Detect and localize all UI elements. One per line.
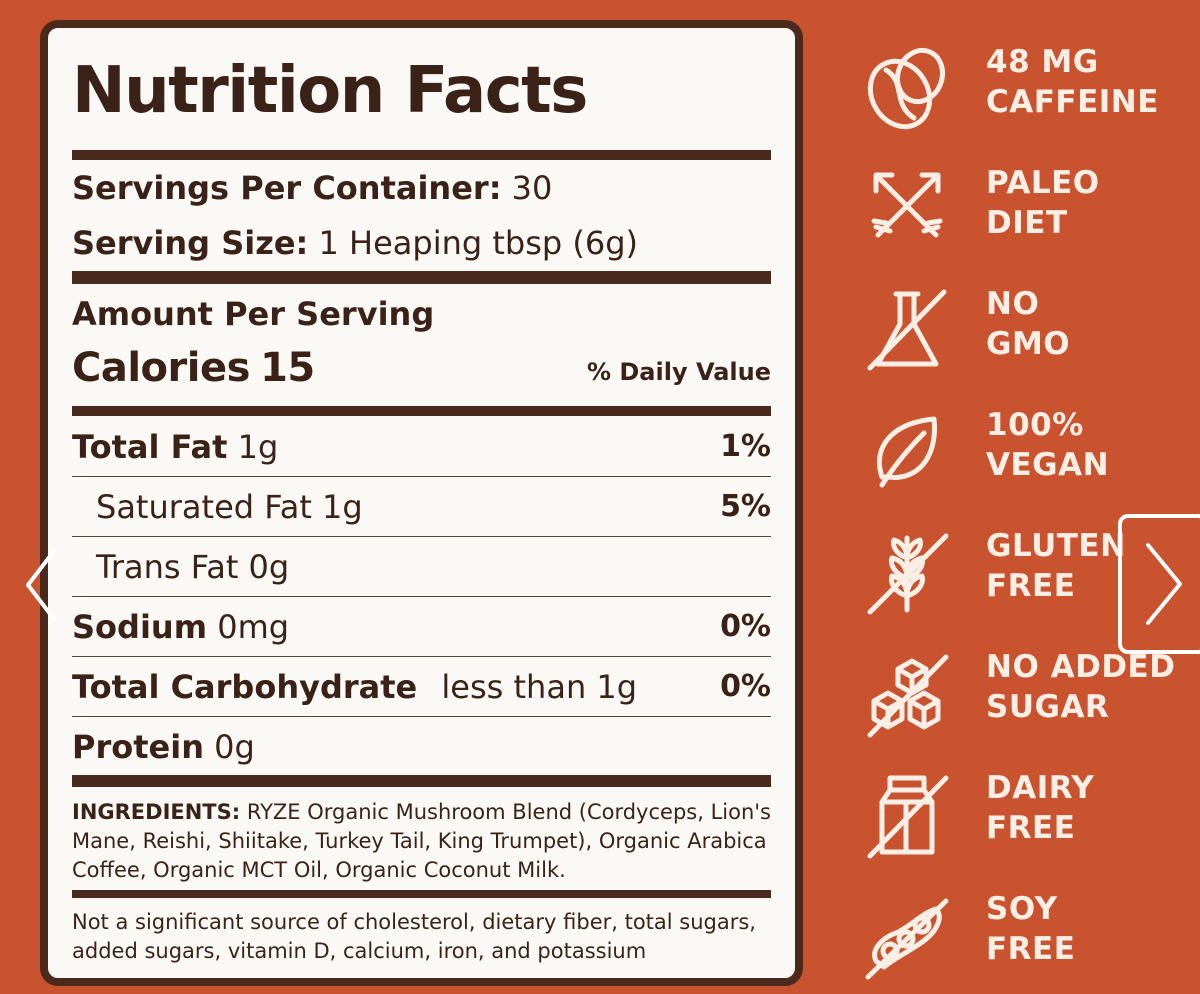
badge-vegan: 100% VEGAN bbox=[862, 405, 1182, 505]
nutrient-amount: 0mg bbox=[217, 608, 290, 646]
badge-line2: VEGAN bbox=[986, 447, 1110, 483]
carousel-prev-button[interactable] bbox=[12, 540, 72, 630]
nutrient-row-sodium: Sodium 0mg 0% bbox=[72, 607, 771, 647]
flask-crossed-icon bbox=[867, 289, 947, 371]
nutrient-daily-value: 5% bbox=[720, 489, 771, 524]
badge-line2: FREE bbox=[986, 568, 1076, 604]
divider-thin bbox=[72, 716, 771, 717]
divider-thick bbox=[72, 150, 771, 160]
servings-per-container-value: 30 bbox=[511, 169, 553, 207]
nutrient-name: Total Fat bbox=[72, 428, 228, 466]
coffee-bean-icon bbox=[867, 47, 946, 130]
badge-line2: FREE bbox=[986, 810, 1076, 846]
calories-value: 15 bbox=[260, 345, 315, 391]
amount-per-serving: Amount Per Serving bbox=[72, 295, 435, 333]
badge-line2: GMO bbox=[986, 326, 1071, 362]
badge-soy-free: SOY FREE bbox=[862, 889, 1182, 989]
nutrient-row-trans-fat: Trans Fat 0g bbox=[72, 547, 771, 587]
nutrient-daily-value: 0% bbox=[720, 669, 771, 704]
divider-medium bbox=[72, 890, 771, 898]
divider-thin bbox=[72, 476, 771, 477]
badge-line2: DIET bbox=[986, 205, 1068, 241]
nutrient-row-total-carbohydrate: Total Carbohydrate less than 1g 0% bbox=[72, 667, 771, 707]
badge-line1: 48 MG bbox=[986, 44, 1099, 80]
ingredients-label: INGREDIENTS: bbox=[72, 800, 241, 824]
serving-size: Serving Size: 1 Heaping tbsp (6g) bbox=[72, 223, 771, 263]
nutrition-facts-panel: Nutrition Facts Servings Per Container: … bbox=[40, 20, 803, 986]
nutrient-row-protein: Protein 0g bbox=[72, 727, 771, 767]
badge-line2: SUGAR bbox=[986, 689, 1110, 725]
serving-size-label: Serving Size: bbox=[72, 224, 309, 262]
divider-thick bbox=[72, 775, 771, 787]
nutrient-amount: less than 1g bbox=[441, 668, 638, 706]
nutrient-name: Total Carbohydrate bbox=[72, 668, 418, 706]
chevron-left-icon bbox=[26, 549, 56, 621]
nutrient-name: Trans Fat bbox=[96, 548, 239, 586]
wheat-crossed-icon bbox=[867, 533, 949, 615]
badge-line1: DAIRY bbox=[986, 770, 1095, 806]
nutrition-title: Nutrition Facts bbox=[72, 54, 588, 128]
serving-size-value: 1 Heaping tbsp (6g) bbox=[318, 224, 639, 262]
divider-thick bbox=[72, 271, 771, 284]
ingredients-text: RYZE Organic Mushroom Blend (Cordyceps, … bbox=[72, 800, 771, 882]
divider-thin bbox=[72, 596, 771, 597]
nutrient-daily-value: 1% bbox=[720, 429, 771, 464]
servings-per-container-label: Servings Per Container: bbox=[72, 169, 502, 207]
footnote: Not a significant source of cholesterol,… bbox=[72, 910, 756, 963]
badge-line2: CAFFEINE bbox=[986, 84, 1159, 120]
nutrient-amount: 0g bbox=[214, 728, 255, 766]
badge-line1: GLUTEN bbox=[986, 528, 1127, 564]
badge-caffeine: 48 MG CAFFEINE bbox=[862, 42, 1182, 142]
divider-thin bbox=[72, 536, 771, 537]
badge-line1: SOY bbox=[986, 891, 1058, 927]
milk-carton-crossed-icon bbox=[867, 775, 949, 859]
badge-no-added-sugar: NO ADDED SUGAR bbox=[862, 647, 1182, 747]
soy-pod-crossed-icon bbox=[865, 898, 949, 980]
nutrient-row-saturated-fat: Saturated Fat 1g 5% bbox=[72, 487, 771, 527]
badge-line2: FREE bbox=[986, 931, 1076, 967]
sugar-cubes-crossed-icon bbox=[867, 654, 949, 738]
leaf-icon bbox=[876, 416, 937, 488]
chevron-right-icon bbox=[1146, 543, 1182, 625]
calories-row: Calories 15 % Daily Value bbox=[72, 348, 771, 398]
badge-paleo: PALEO DIET bbox=[862, 163, 1182, 263]
ingredients: INGREDIENTS: RYZE Organic Mushroom Blend… bbox=[72, 798, 771, 885]
nutrient-name: Saturated Fat bbox=[96, 488, 312, 526]
nutrient-daily-value: 0% bbox=[720, 609, 771, 644]
crossed-arrows-icon bbox=[871, 172, 943, 238]
servings-per-container: Servings Per Container: 30 bbox=[72, 168, 771, 208]
nutrient-row-total-fat: Total Fat 1g 1% bbox=[72, 427, 771, 467]
carousel-next-button[interactable] bbox=[1118, 514, 1200, 654]
badge-line1: 100% bbox=[986, 407, 1084, 443]
nutrient-amount: 0g bbox=[248, 548, 290, 586]
daily-value-header: % Daily Value bbox=[586, 358, 771, 386]
badge-no-gmo: NO GMO bbox=[862, 284, 1182, 384]
badge-dairy-free: DAIRY FREE bbox=[862, 768, 1182, 868]
divider-medium bbox=[72, 406, 771, 416]
nutrient-name: Protein bbox=[72, 728, 204, 766]
badge-line1: NO ADDED bbox=[986, 649, 1176, 685]
nutrient-name: Sodium bbox=[72, 608, 208, 646]
badge-gluten-free: GLUTEN FREE bbox=[862, 526, 1182, 626]
calories-label: Calories bbox=[72, 345, 250, 391]
nutrient-amount: 1g bbox=[237, 428, 279, 466]
nutrient-amount: 1g bbox=[322, 488, 363, 526]
badge-line1: PALEO bbox=[986, 165, 1100, 201]
badge-line1: NO bbox=[986, 286, 1040, 322]
divider-thin bbox=[72, 656, 771, 657]
